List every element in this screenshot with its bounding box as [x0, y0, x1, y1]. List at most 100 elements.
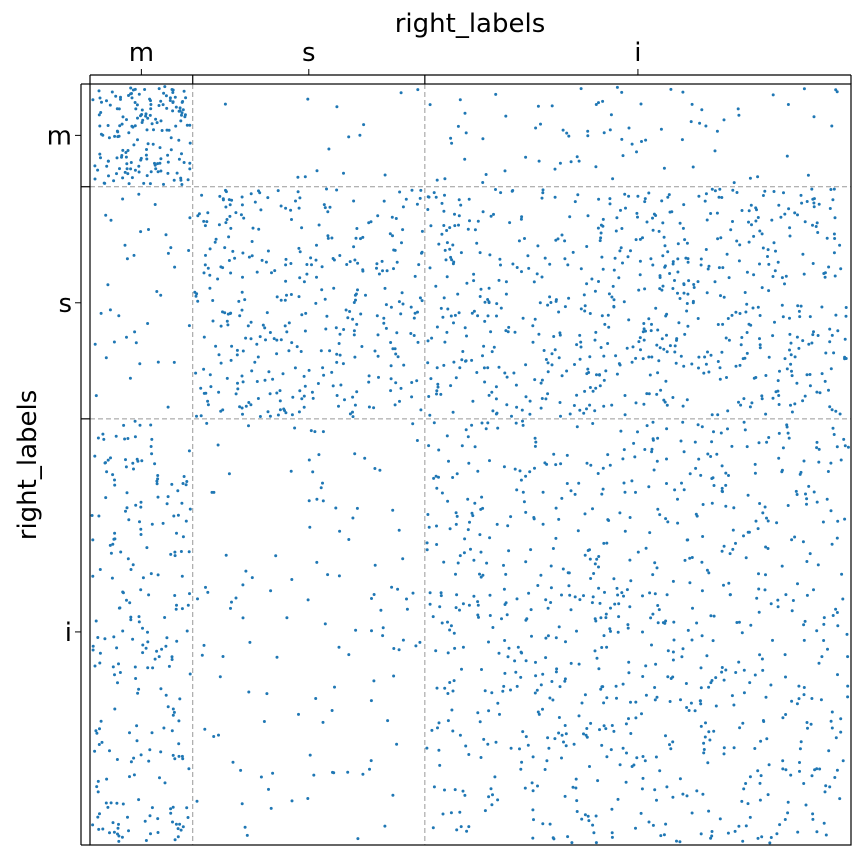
- data-point: [196, 597, 199, 601]
- data-point: [186, 816, 190, 819]
- data-point: [578, 333, 582, 337]
- data-point: [117, 662, 120, 666]
- data-point: [782, 191, 785, 195]
- data-point: [540, 275, 544, 279]
- data-point: [648, 373, 652, 377]
- data-point: [450, 141, 454, 145]
- data-point: [756, 175, 760, 179]
- data-point: [126, 172, 130, 176]
- data-point: [786, 504, 790, 507]
- data-point: [758, 653, 762, 657]
- data-point: [812, 330, 815, 334]
- data-point: [99, 156, 102, 160]
- data-point: [217, 390, 221, 394]
- data-point: [753, 747, 757, 750]
- data-point: [290, 799, 294, 803]
- data-point: [394, 381, 398, 385]
- data-point: [767, 355, 771, 359]
- data-point: [419, 188, 423, 192]
- data-point: [187, 550, 191, 554]
- data-point: [702, 748, 706, 751]
- data-point: [358, 133, 362, 137]
- data-point: [536, 244, 540, 248]
- data-point: [414, 644, 418, 648]
- data-point: [200, 653, 204, 657]
- data-point: [605, 645, 609, 649]
- data-point: [632, 763, 636, 767]
- data-point: [442, 296, 446, 300]
- data-point: [541, 822, 545, 826]
- data-point: [389, 377, 393, 381]
- data-point: [419, 408, 423, 412]
- data-point: [339, 383, 343, 387]
- data-point: [155, 290, 159, 293]
- data-point: [536, 584, 540, 587]
- data-point: [249, 192, 253, 196]
- data-point: [787, 436, 791, 440]
- data-point: [388, 232, 392, 236]
- data-point: [443, 686, 447, 690]
- data-point: [93, 342, 97, 346]
- data-point: [641, 357, 645, 361]
- data-point: [434, 474, 438, 478]
- data-point: [166, 153, 170, 157]
- data-point: [214, 237, 218, 241]
- data-point: [279, 204, 283, 208]
- data-point: [483, 319, 487, 323]
- data-point: [520, 215, 524, 219]
- data-point: [652, 468, 656, 472]
- data-point: [557, 625, 561, 629]
- data-point: [98, 568, 102, 571]
- data-point: [817, 447, 821, 451]
- data-point: [647, 191, 651, 195]
- data-point: [240, 374, 244, 378]
- data-point: [257, 189, 260, 193]
- data-point: [844, 314, 848, 318]
- data-point: [217, 353, 221, 357]
- data-point: [699, 702, 703, 706]
- data-point: [555, 667, 559, 671]
- data-point: [676, 291, 679, 295]
- data-point: [426, 208, 430, 211]
- data-point: [451, 410, 455, 414]
- data-point: [256, 355, 260, 359]
- data-point: [586, 129, 590, 133]
- data-point: [644, 693, 648, 697]
- data-point: [390, 215, 394, 219]
- data-point: [494, 397, 498, 401]
- data-point: [460, 358, 464, 362]
- data-point: [831, 614, 835, 617]
- data-point: [487, 393, 491, 397]
- data-point: [241, 380, 245, 384]
- data-point: [504, 292, 508, 296]
- data-point: [832, 232, 836, 236]
- data-point: [297, 206, 301, 210]
- data-point: [409, 332, 413, 335]
- data-point: [314, 697, 318, 700]
- data-point: [833, 237, 837, 240]
- data-point: [541, 672, 545, 676]
- data-point: [814, 225, 818, 228]
- data-point: [381, 269, 384, 273]
- data-point: [396, 355, 400, 359]
- data-point: [96, 790, 100, 794]
- data-point: [351, 415, 355, 419]
- data-point: [608, 128, 612, 132]
- data-point: [830, 710, 834, 714]
- data-point: [284, 206, 288, 210]
- data-point: [445, 434, 449, 438]
- data-point: [494, 92, 498, 96]
- data-point: [180, 574, 184, 578]
- data-point: [101, 827, 105, 831]
- data-point: [615, 85, 619, 89]
- data-point: [557, 310, 561, 314]
- data-point: [653, 561, 657, 565]
- data-point: [289, 469, 293, 473]
- data-point: [778, 369, 781, 373]
- data-point: [437, 748, 441, 752]
- data-point: [620, 137, 624, 141]
- data-point: [287, 349, 291, 353]
- data-point: [835, 611, 839, 614]
- data-point: [247, 424, 250, 428]
- data-point: [829, 509, 833, 513]
